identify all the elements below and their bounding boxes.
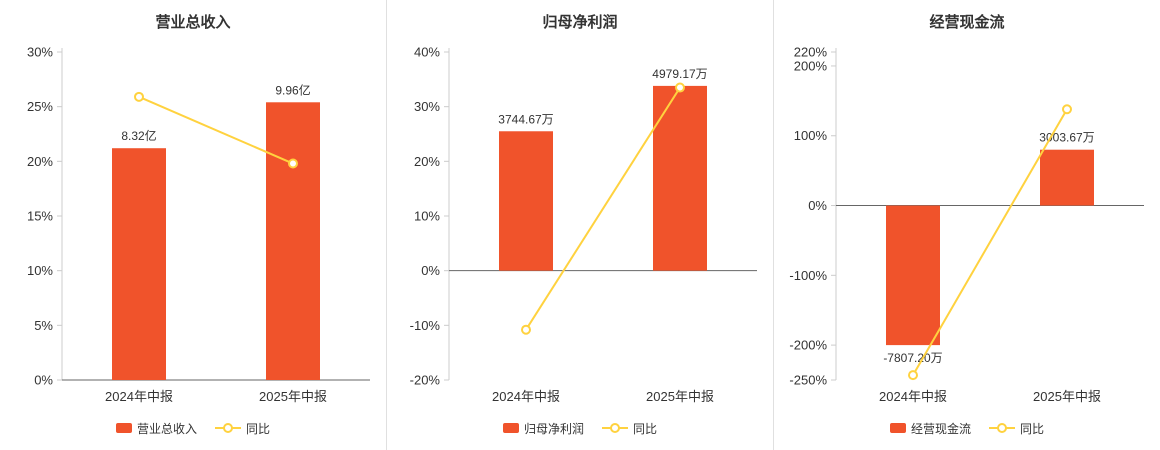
x-axis-category-label: 2024年中报: [879, 389, 947, 404]
y-axis-tick-label: 10%: [27, 263, 53, 278]
yoy-line: [525, 86, 681, 331]
yoy-line-point[interactable]: [521, 324, 531, 335]
y-axis-tick-label: 30%: [27, 45, 53, 60]
x-axis-category-label: 2024年中报: [492, 389, 560, 404]
y-axis-tick-label: 0%: [808, 198, 827, 213]
chart-title-net-profit: 归母净利润: [542, 14, 618, 31]
x-axis-category-label: 2025年中报: [259, 389, 327, 404]
bar-swatch-icon: [889, 423, 906, 433]
bar-value-label: 9.96亿: [275, 82, 310, 97]
y-axis-tick-label: 0%: [34, 373, 53, 388]
operating-cash-flow-chart: 220%200% 100% 0% -100% -200% -250% -7807.20万 20…: [789, 45, 1144, 404]
line-marker-icon: [215, 423, 241, 434]
operating-revenue-chart: 30% 25% 20% 15% 10% 5% 0% 8.32亿 2024年中报 9.96亿 2025…: [27, 45, 370, 404]
legend-item-line-series[interactable]: 同比: [989, 420, 1044, 437]
y-axis-tick-label: 0%: [421, 263, 440, 278]
legend-item-bar-series[interactable]: 归母净利润: [502, 420, 584, 437]
y-axis-tick-label: -250%: [789, 373, 827, 388]
yoy-line-point[interactable]: [1062, 104, 1072, 115]
legend-label: 归母净利润: [523, 421, 584, 436]
legend-label: 同比: [246, 421, 271, 436]
yoy-line-point[interactable]: [288, 158, 298, 169]
bar-swatch-icon: [502, 423, 519, 433]
net-profit-chart: 40% 30% 20% 10% 0% -10% -20% 3744.67万 2024年中报 497…: [410, 45, 757, 404]
chart-title-operating-cash-flow: 经营现金流: [929, 14, 1005, 31]
bar-value-label: 4979.17万: [652, 67, 707, 81]
line-marker-icon: [989, 423, 1015, 434]
y-axis-tick-label: 220%: [794, 45, 828, 60]
legend-label: 同比: [1020, 421, 1045, 436]
legend-item-line-series[interactable]: 同比: [602, 420, 657, 437]
y-axis-tick-label: 20%: [414, 154, 440, 169]
bar[interactable]: [886, 205, 940, 346]
bar-value-label: 3744.67万: [498, 112, 553, 126]
bar-value-label: 8.32亿: [121, 128, 156, 143]
y-axis-tick-label: 200%: [794, 58, 828, 73]
y-axis-tick-label: 25%: [27, 99, 53, 114]
legend-item-line-series[interactable]: 同比: [215, 420, 270, 437]
y-axis-tick-label: -20%: [410, 373, 441, 388]
yoy-line-point[interactable]: [134, 91, 144, 102]
y-axis-tick-label: 100%: [794, 128, 828, 143]
bar[interactable]: [112, 148, 166, 380]
chart-legend: 营业总收入 同比: [0, 416, 386, 440]
chart-panel-operating-cash-flow: 经营现金流 220% 200% 100% 0% -100% -200% -250% -7807…: [773, 0, 1160, 450]
legend-label: 同比: [633, 421, 658, 436]
chart-legend: 经营现金流 同比: [774, 416, 1160, 440]
yoy-line-point[interactable]: [675, 82, 685, 93]
yoy-line: [912, 108, 1068, 376]
legend-label: 经营现金流: [910, 421, 971, 436]
y-axis-tick-label: 10%: [414, 209, 440, 224]
legend-item-bar-series[interactable]: 经营现金流: [889, 420, 971, 437]
x-axis-category-label: 2025年中报: [646, 389, 714, 404]
y-axis-tick-label: -100%: [789, 268, 827, 283]
yoy-line: [138, 95, 294, 165]
bar-value-label: -7807.20万: [883, 351, 942, 365]
x-axis-category-label: 2025年中报: [1033, 389, 1101, 404]
bar[interactable]: [1040, 149, 1094, 206]
bar[interactable]: [653, 85, 707, 271]
yoy-line-point[interactable]: [908, 370, 918, 381]
y-axis-tick-label: 40%: [414, 45, 440, 60]
legend-item-bar-series[interactable]: 营业总收入: [115, 420, 197, 437]
bar[interactable]: [499, 131, 553, 271]
y-axis-tick-label: 5%: [34, 318, 53, 333]
y-axis-tick-label: 30%: [414, 99, 440, 114]
chart-legend: 归母净利润 同比: [387, 416, 773, 440]
line-marker-icon: [602, 423, 628, 434]
chart-panel-net-profit: 归母净利润 40% 30% 20% 10% 0% -10% -20% 3744.67万 2024…: [386, 0, 773, 450]
y-axis-tick-label: 20%: [27, 154, 53, 169]
y-axis-tick-label: -200%: [789, 338, 827, 353]
y-axis-tick-label: -10%: [410, 318, 441, 333]
chart-panel-operating-revenue: 营业总收入 30% 25% 20% 15% 10% 5% 0% 8.32亿 2024年中报 9.9…: [0, 0, 386, 450]
y-axis-tick-label: 15%: [27, 209, 53, 224]
bar-swatch-icon: [115, 423, 132, 433]
chart-title-operating-revenue: 营业总收入: [155, 14, 231, 31]
bar[interactable]: [266, 102, 320, 380]
legend-label: 营业总收入: [136, 421, 197, 436]
x-axis-category-label: 2024年中报: [105, 389, 173, 404]
